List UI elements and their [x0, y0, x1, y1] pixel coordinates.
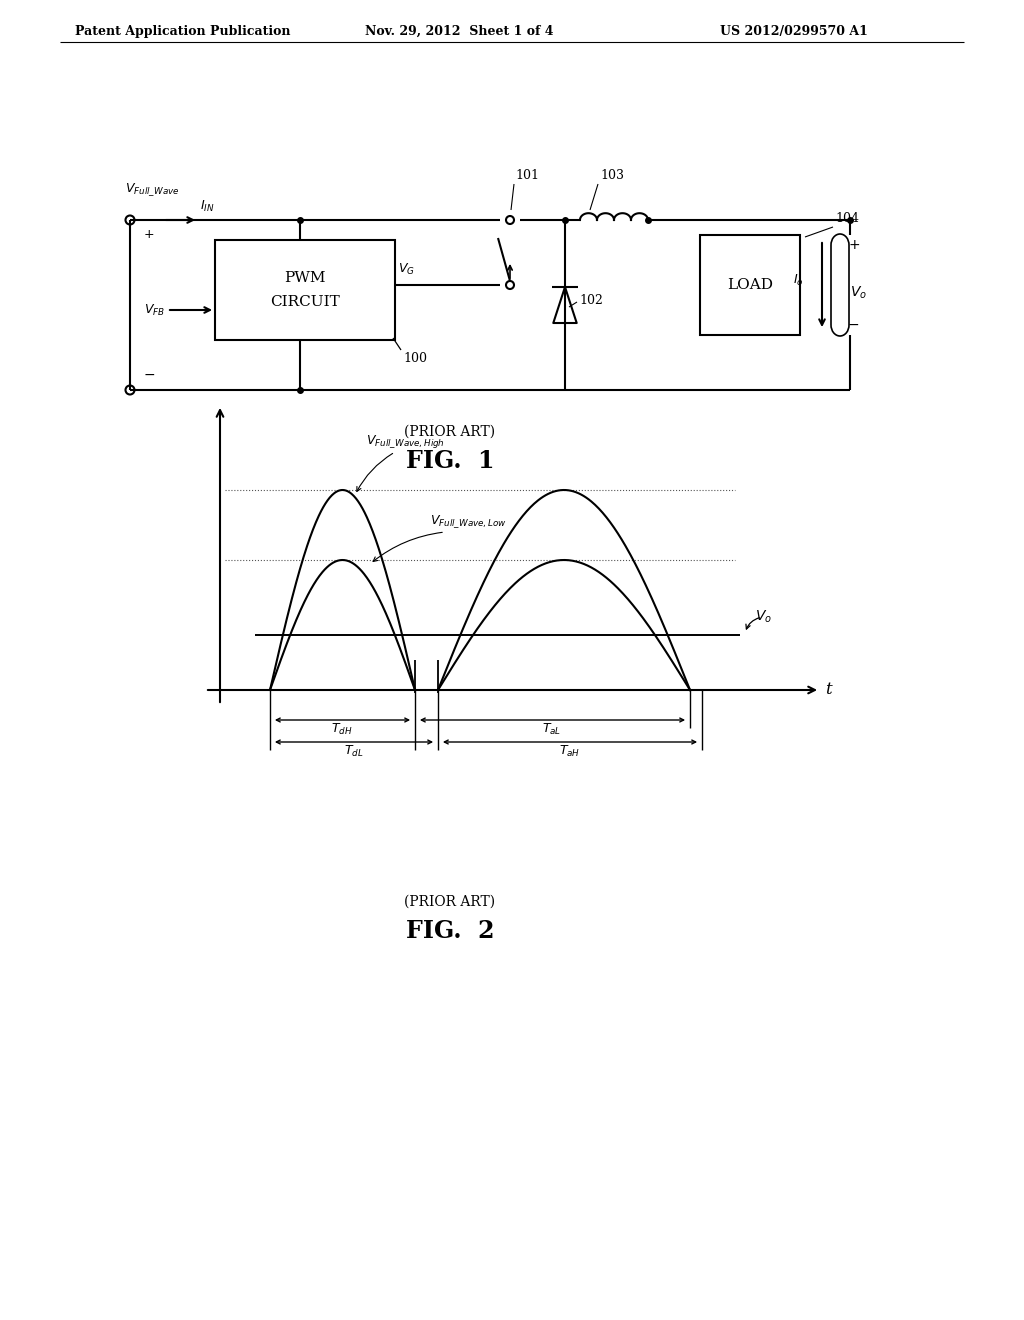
Text: Patent Application Publication: Patent Application Publication — [75, 25, 291, 38]
Text: $T_{aH}$: $T_{aH}$ — [559, 744, 581, 759]
Text: +: + — [144, 228, 155, 242]
Text: $I_o$: $I_o$ — [794, 272, 804, 288]
Bar — [700, 235, 800, 335]
Text: $T_{dH}$: $T_{dH}$ — [331, 722, 352, 737]
Text: $V_{Full\_Wave,Low}$: $V_{Full\_Wave,Low}$ — [430, 513, 507, 531]
Text: −: − — [848, 318, 859, 333]
Text: (PRIOR ART): (PRIOR ART) — [404, 425, 496, 440]
Text: 104: 104 — [835, 213, 859, 224]
Text: $T_{dL}$: $T_{dL}$ — [344, 744, 364, 759]
Text: 102: 102 — [579, 293, 603, 306]
Text: (PRIOR ART): (PRIOR ART) — [404, 895, 496, 909]
Text: CIRCUIT: CIRCUIT — [270, 294, 340, 309]
Text: $V_o$: $V_o$ — [755, 609, 772, 626]
Text: $V_o$: $V_o$ — [850, 285, 867, 301]
Text: 100: 100 — [403, 352, 427, 366]
Text: −: − — [144, 368, 156, 381]
Text: t: t — [825, 681, 831, 698]
Bar — [215, 240, 395, 341]
Text: $V_{Full\_Wave}$: $V_{Full\_Wave}$ — [125, 181, 179, 198]
Text: $V_{FB}$: $V_{FB}$ — [144, 302, 165, 318]
Text: FIG.  2: FIG. 2 — [406, 919, 495, 942]
Text: $I_{IN}$: $I_{IN}$ — [200, 199, 215, 214]
Text: $T_{aL}$: $T_{aL}$ — [543, 722, 562, 737]
Text: US 2012/0299570 A1: US 2012/0299570 A1 — [720, 25, 868, 38]
Text: 101: 101 — [515, 169, 539, 182]
Text: FIG.  1: FIG. 1 — [406, 449, 495, 473]
Text: 103: 103 — [600, 169, 624, 182]
Text: $V_{Full\_Wave,High}$: $V_{Full\_Wave,High}$ — [366, 433, 444, 450]
Text: PWM: PWM — [285, 271, 326, 285]
Text: +: + — [848, 238, 859, 252]
Text: LOAD: LOAD — [727, 279, 773, 292]
Text: $V_G$: $V_G$ — [398, 261, 415, 277]
Text: Nov. 29, 2012  Sheet 1 of 4: Nov. 29, 2012 Sheet 1 of 4 — [365, 25, 554, 38]
